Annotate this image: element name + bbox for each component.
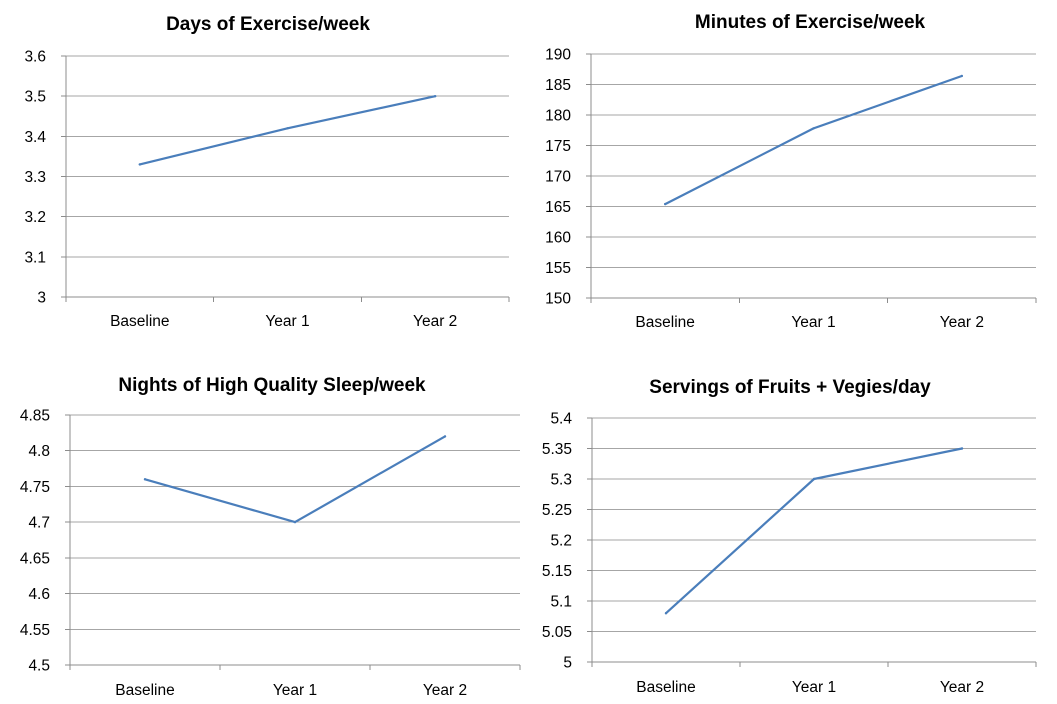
y-tick-label: 175 <box>545 138 571 155</box>
y-tick-label: 5.15 <box>542 563 572 580</box>
x-tick-label: Year 2 <box>940 314 984 331</box>
y-tick-label: 4.6 <box>28 586 50 603</box>
data-point <box>664 612 668 615</box>
data-point <box>960 447 964 450</box>
y-tick-label: 4.65 <box>20 550 50 567</box>
y-tick-label: 150 <box>545 291 571 308</box>
x-tick-label: Year 1 <box>273 682 317 699</box>
chart-title: Days of Exercise/week <box>166 14 370 35</box>
data-point <box>286 127 289 130</box>
y-tick-label: 4.55 <box>20 622 50 639</box>
x-tick-label: Year 2 <box>413 313 457 330</box>
y-tick-label: 190 <box>545 47 571 64</box>
series-line <box>138 95 437 166</box>
data-point <box>443 435 447 438</box>
y-tick-label: 4.75 <box>20 479 50 496</box>
y-tick-label: 3 <box>37 290 46 307</box>
y-tick-label: 5.2 <box>550 533 572 550</box>
data-point <box>812 127 815 130</box>
y-tick-label: 3.3 <box>24 169 46 186</box>
y-tick-label: 185 <box>545 77 571 94</box>
y-tick-label: 5.3 <box>550 472 572 489</box>
data-point <box>663 202 667 206</box>
y-tick-label: 5.25 <box>542 502 572 519</box>
data-point <box>433 94 437 98</box>
x-tick-label: Year 2 <box>423 682 467 699</box>
series-line <box>143 435 447 524</box>
x-tick-label: Year 1 <box>265 313 309 330</box>
x-tick-label: Baseline <box>110 313 169 330</box>
y-tick-label: 5 <box>563 655 572 672</box>
y-tick-label: 180 <box>545 108 571 125</box>
x-tick-label: Year 1 <box>792 679 836 696</box>
y-tick-label: 160 <box>545 230 571 247</box>
y-tick-label: 5.35 <box>542 441 572 458</box>
series-line <box>664 74 963 206</box>
y-tick-label: 3.2 <box>24 209 46 226</box>
y-tick-label: 5.05 <box>542 624 572 641</box>
y-tick-label: 170 <box>545 169 571 186</box>
y-tick-label: 3.4 <box>24 129 46 146</box>
chart-title: Minutes of Exercise/week <box>695 12 926 33</box>
y-tick-label: 4.85 <box>20 408 50 425</box>
x-tick-label: Baseline <box>635 314 694 331</box>
y-tick-label: 3.6 <box>24 49 46 66</box>
x-tick-label: Baseline <box>636 679 695 696</box>
data-point <box>138 163 142 166</box>
y-tick-label: 5.4 <box>550 411 572 428</box>
y-tick-label: 3.1 <box>24 249 46 266</box>
data-point <box>143 478 147 481</box>
y-tick-label: 165 <box>545 199 571 216</box>
x-tick-label: Baseline <box>115 682 174 699</box>
chart-title: Servings of Fruits + Vegies/day <box>649 377 931 398</box>
y-tick-label: 3.5 <box>24 89 46 106</box>
y-tick-label: 4.8 <box>28 443 50 460</box>
x-tick-label: Year 1 <box>791 314 835 331</box>
y-tick-label: 155 <box>545 260 571 277</box>
data-point <box>812 477 816 481</box>
chart-title: Nights of High Quality Sleep/week <box>118 375 426 396</box>
y-tick-label: 4.5 <box>28 658 50 675</box>
series-line <box>664 447 964 615</box>
x-tick-label: Year 2 <box>940 679 984 696</box>
y-tick-label: 4.7 <box>28 515 50 532</box>
data-point <box>960 74 964 78</box>
y-tick-label: 5.1 <box>550 594 572 611</box>
data-point <box>293 520 297 524</box>
